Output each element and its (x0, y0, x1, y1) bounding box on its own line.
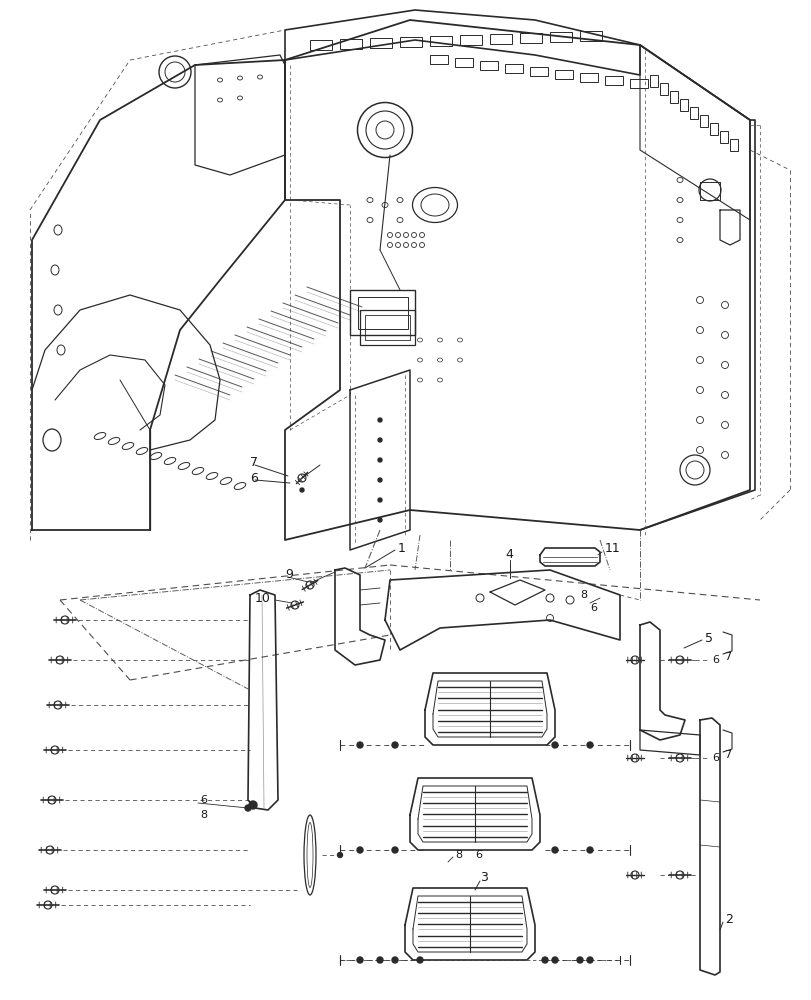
Text: 4: 4 (504, 548, 513, 562)
Bar (454, 58, 473, 67)
Circle shape (586, 847, 592, 853)
Circle shape (392, 742, 397, 748)
Circle shape (378, 438, 381, 442)
Text: 8: 8 (200, 810, 207, 820)
Bar (504, 64, 522, 73)
Circle shape (586, 957, 592, 963)
Text: 6: 6 (200, 795, 207, 805)
Text: 6: 6 (590, 603, 596, 613)
Bar (729, 139, 737, 151)
Bar (699, 115, 707, 127)
Bar (340, 39, 362, 49)
Bar (659, 83, 667, 95)
Circle shape (577, 957, 582, 963)
Bar (549, 32, 571, 42)
Text: 8: 8 (454, 850, 461, 860)
Bar (629, 79, 647, 88)
Bar (709, 123, 717, 135)
Text: 6: 6 (474, 850, 482, 860)
Circle shape (378, 478, 381, 482)
Circle shape (378, 518, 381, 522)
Bar (430, 36, 452, 46)
Bar (358, 297, 407, 329)
Bar (365, 315, 410, 340)
Bar (310, 40, 332, 50)
Circle shape (245, 805, 251, 811)
Circle shape (551, 742, 557, 748)
Bar (679, 99, 687, 111)
Circle shape (249, 801, 257, 809)
Text: 7: 7 (250, 456, 258, 470)
Circle shape (392, 957, 397, 963)
Bar (669, 91, 677, 103)
Text: 6: 6 (250, 472, 258, 485)
Bar (370, 38, 392, 48)
Text: 11: 11 (604, 542, 620, 554)
Text: 5: 5 (704, 632, 712, 645)
Bar (689, 107, 697, 119)
Circle shape (357, 847, 363, 853)
Circle shape (551, 847, 557, 853)
Text: 6: 6 (711, 753, 718, 763)
Bar (460, 35, 482, 45)
Circle shape (551, 957, 557, 963)
Circle shape (376, 957, 383, 963)
Bar (719, 131, 727, 143)
Text: 10: 10 (255, 591, 271, 604)
Bar (579, 31, 601, 41)
Bar (554, 70, 573, 79)
Bar (530, 67, 547, 76)
Circle shape (357, 742, 363, 748)
Bar (604, 76, 622, 85)
Bar (649, 75, 657, 87)
Bar (519, 33, 541, 43)
Text: 9: 9 (285, 568, 293, 582)
Circle shape (378, 458, 381, 462)
Bar (479, 61, 497, 70)
Text: 6: 6 (711, 655, 718, 665)
Bar (579, 73, 597, 82)
Text: 3: 3 (479, 871, 487, 884)
Bar (489, 34, 512, 44)
Circle shape (357, 957, 363, 963)
Circle shape (392, 847, 397, 853)
Text: 7: 7 (723, 652, 730, 662)
Bar (359, 310, 414, 345)
Circle shape (378, 498, 381, 502)
Circle shape (541, 957, 547, 963)
Circle shape (586, 742, 592, 748)
Text: 1: 1 (397, 542, 406, 554)
Circle shape (299, 488, 303, 492)
Bar (430, 55, 448, 64)
Text: 7: 7 (723, 750, 730, 760)
Bar (400, 37, 422, 47)
Circle shape (417, 957, 423, 963)
Circle shape (337, 852, 342, 857)
Text: 2: 2 (724, 913, 732, 926)
Circle shape (378, 418, 381, 422)
Text: 8: 8 (579, 590, 586, 600)
Bar (350, 290, 414, 335)
